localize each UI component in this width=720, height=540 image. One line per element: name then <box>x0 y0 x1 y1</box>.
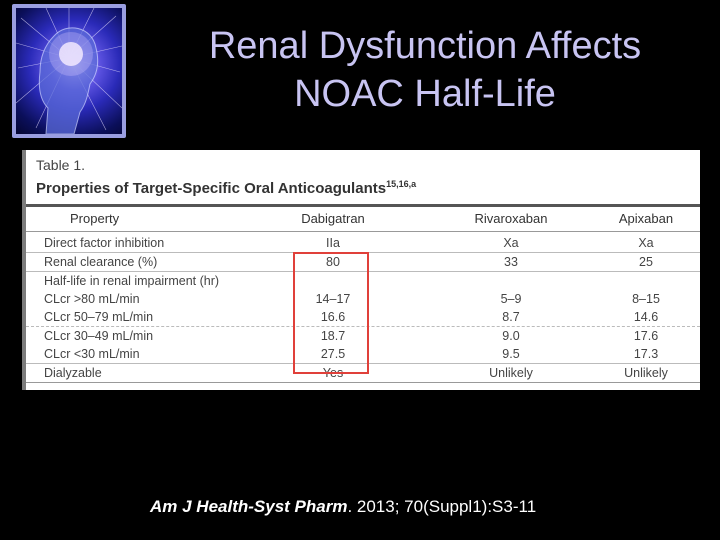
dabigatran-value: 18.7 <box>320 329 346 343</box>
column-header-apixaban: Apixaban <box>618 211 674 226</box>
row-property: CLcr 50–79 mL/min <box>44 310 154 324</box>
brain-head-logo <box>12 4 126 138</box>
apixaban-value: Xa <box>638 236 654 250</box>
dabigatran-value: 14–17 <box>315 292 351 306</box>
slide-title-line-1: Renal Dysfunction Affects <box>208 25 642 67</box>
anticoagulant-table: Table 1. Properties of Target-Specific O… <box>22 150 700 390</box>
apixaban-value: Unlikely <box>624 366 668 380</box>
table-row: CLcr >80 mL/min 14–17 5–9 8–15 <box>26 290 700 308</box>
table-caption: Properties of Target-Specific Oral Antic… <box>36 174 700 199</box>
column-header-dabigatran: Dabigatran <box>301 211 365 226</box>
table-grid: Property Dabigatran Rivaroxaban Apixaban… <box>26 204 700 383</box>
rivaroxaban-value: Xa <box>503 236 519 250</box>
table-label: Table 1. <box>36 157 86 173</box>
rivaroxaban-value: 5–9 <box>500 292 522 306</box>
row-property: Dialyzable <box>44 366 102 380</box>
table-row: Half-life in renal impairment (hr) <box>26 271 700 290</box>
slide-title-line-2: NOAC Half-Life <box>294 73 556 115</box>
slide-title: Renal Dysfunction Affects NOAC Half-Life <box>150 22 700 118</box>
dabigatran-value: IIa <box>326 236 340 250</box>
table-header-block: Table 1. Properties of Target-Specific O… <box>26 150 700 200</box>
dabigatran-value: 27.5 <box>320 347 346 361</box>
table-row: CLcr <30 mL/min 27.5 9.5 17.3 <box>26 345 700 363</box>
rivaroxaban-value: 33 <box>504 255 518 269</box>
row-property: Renal clearance (%) <box>44 255 158 269</box>
row-property: Direct factor inhibition <box>44 236 165 250</box>
citation-journal: Am J Health-Syst Pharm <box>150 497 348 516</box>
table-row: CLcr 50–79 mL/min 16.6 8.7 14.6 <box>26 308 700 326</box>
table-caption-footnote: 15,16,a <box>386 179 417 189</box>
apixaban-value: 17.6 <box>633 329 659 343</box>
row-property: CLcr <30 mL/min <box>44 347 140 361</box>
citation-details: . 2013; 70(Suppl1):S3-11 <box>347 497 537 516</box>
column-header-property: Property <box>70 211 120 226</box>
rivaroxaban-value: 9.0 <box>502 329 520 343</box>
table-row: CLcr 30–49 mL/min 18.7 9.0 17.6 <box>26 326 700 345</box>
apixaban-value: 14.6 <box>633 310 659 324</box>
citation: Am J Health-Syst Pharm. 2013; 70(Suppl1)… <box>150 496 536 518</box>
apixaban-value: 8–15 <box>632 292 660 306</box>
table-row: Direct factor inhibition IIa Xa Xa <box>26 234 700 252</box>
brain-head-icon <box>16 8 122 134</box>
dabigatran-value: 80 <box>326 255 340 269</box>
column-header-rivaroxaban: Rivaroxaban <box>474 211 548 226</box>
rivaroxaban-value: 9.5 <box>502 347 520 361</box>
row-property: Half-life in renal impairment (hr) <box>44 274 220 288</box>
rivaroxaban-value: Unlikely <box>489 366 533 380</box>
row-property: CLcr 30–49 mL/min <box>44 329 154 343</box>
apixaban-value: 17.3 <box>633 347 659 361</box>
table-column-header-row: Property Dabigatran Rivaroxaban Apixaban <box>26 204 700 232</box>
table-caption-text: Properties of Target-Specific Oral Antic… <box>36 180 387 197</box>
dabigatran-highlight-box <box>293 252 369 374</box>
apixaban-value: 25 <box>639 255 653 269</box>
dabigatran-value: 16.6 <box>320 310 346 324</box>
rivaroxaban-value: 8.7 <box>502 310 520 324</box>
row-property: CLcr >80 mL/min <box>44 292 140 306</box>
table-row: Dialyzable Yes Unlikely Unlikely <box>26 363 700 383</box>
